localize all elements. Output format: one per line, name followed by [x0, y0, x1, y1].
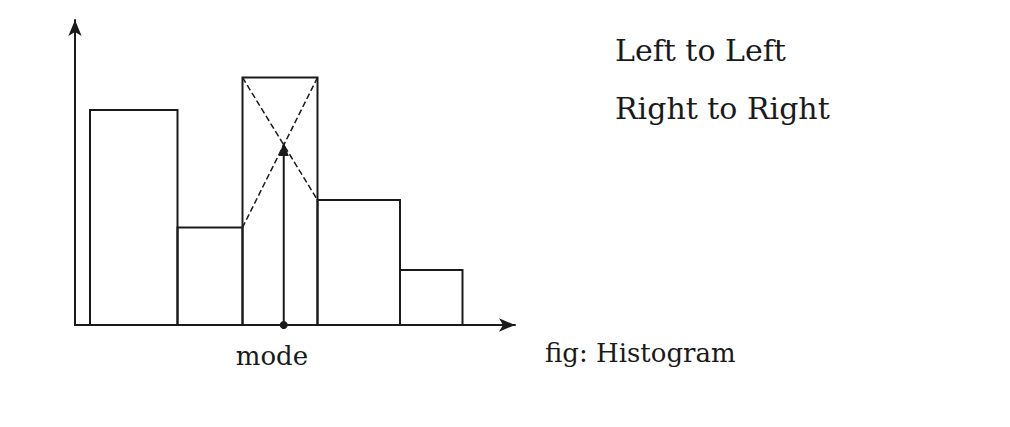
svg-text:mode: mode: [236, 341, 308, 371]
svg-text:Right to Right: Right to Right: [615, 91, 830, 126]
svg-text:fig: Histogram: fig: Histogram: [545, 338, 736, 368]
svg-text:Left to Left: Left to Left: [615, 33, 786, 68]
